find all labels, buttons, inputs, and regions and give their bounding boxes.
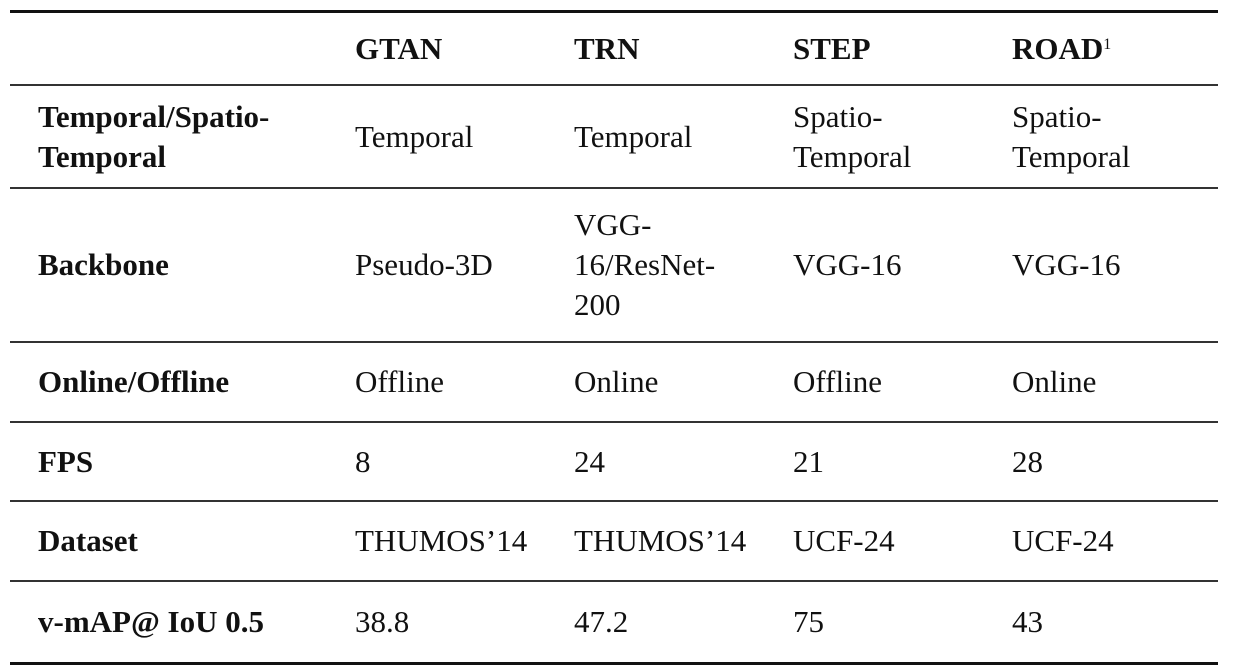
table-cell: THUMOS’14: [574, 523, 747, 558]
table-row-fps: FPS 8 24 21 28: [10, 423, 1218, 500]
table-cell: 24: [574, 443, 605, 479]
row-label: v-mAP@ IoU 0.5: [38, 604, 265, 639]
footnote-marker: 1: [1103, 35, 1112, 53]
table-cell: VGG-16: [1012, 247, 1121, 282]
table-cell: VGG- 16/ResNet- 200: [574, 207, 716, 322]
header-rule: [10, 84, 1218, 86]
row-divider: [10, 500, 1218, 502]
table-cell: VGG-16: [793, 247, 902, 282]
table-cell: Pseudo-3D: [355, 247, 493, 282]
row-label: FPS: [38, 443, 94, 479]
table-cell: Spatio- Temporal: [1012, 98, 1131, 174]
row-divider: [10, 187, 1218, 189]
table-row-dataset: Dataset THUMOS’14 THUMOS’14 UCF-24 UCF-2…: [10, 502, 1218, 580]
row-divider: [10, 421, 1218, 423]
top-rule: [10, 10, 1218, 13]
table-cell: Temporal: [355, 118, 474, 154]
table-cell: Offline: [355, 364, 444, 399]
row-label: Temporal/Spatio- Temporal: [38, 98, 270, 174]
column-header-trn: TRN: [574, 30, 640, 66]
row-divider: [10, 580, 1218, 582]
table-cell: UCF-24: [793, 523, 895, 558]
table-cell: 75: [793, 604, 824, 639]
table-cell: UCF-24: [1012, 523, 1114, 558]
table-cell: Spatio- Temporal: [793, 98, 912, 174]
table-cell: 8: [355, 443, 371, 479]
table-row-temporal-spatio-temporal: Temporal/Spatio- Temporal Temporal Tempor…: [10, 86, 1218, 187]
table-cell: Online: [1012, 364, 1097, 399]
table-cell: THUMOS’14: [355, 523, 528, 558]
table-header-row: GTAN TRN STEP ROAD1: [10, 13, 1218, 84]
table-cell: Online: [574, 364, 659, 399]
row-label: Backbone: [38, 247, 169, 282]
table-cell: Temporal: [574, 118, 693, 154]
table-row-online-offline: Online/Offline Offline Online Offline On…: [10, 343, 1218, 421]
row-label: Online/Offline: [38, 364, 230, 399]
column-header-step: STEP: [793, 30, 871, 66]
column-header-gtan: GTAN: [355, 30, 443, 66]
comparison-table: GTAN TRN STEP ROAD1 Temporal/Spatio- Temp…: [10, 10, 1218, 665]
column-header-road: ROAD1: [1012, 30, 1112, 66]
table-cell: 38.8: [355, 604, 410, 639]
bottom-rule: [10, 662, 1218, 665]
table-row-backbone: Backbone Pseudo-3D VGG- 16/ResNet- 200 VGG…: [10, 189, 1218, 341]
table-row-v-map: v-mAP@ IoU 0.5 38.8 47.2 75 43: [10, 582, 1218, 662]
row-label: Dataset: [38, 523, 138, 558]
row-divider: [10, 341, 1218, 343]
table-cell: 28: [1012, 443, 1043, 479]
table-cell: Offline: [793, 364, 882, 399]
table-cell: 21: [793, 443, 824, 479]
table-cell: 47.2: [574, 604, 629, 639]
table-cell: 43: [1012, 604, 1043, 639]
